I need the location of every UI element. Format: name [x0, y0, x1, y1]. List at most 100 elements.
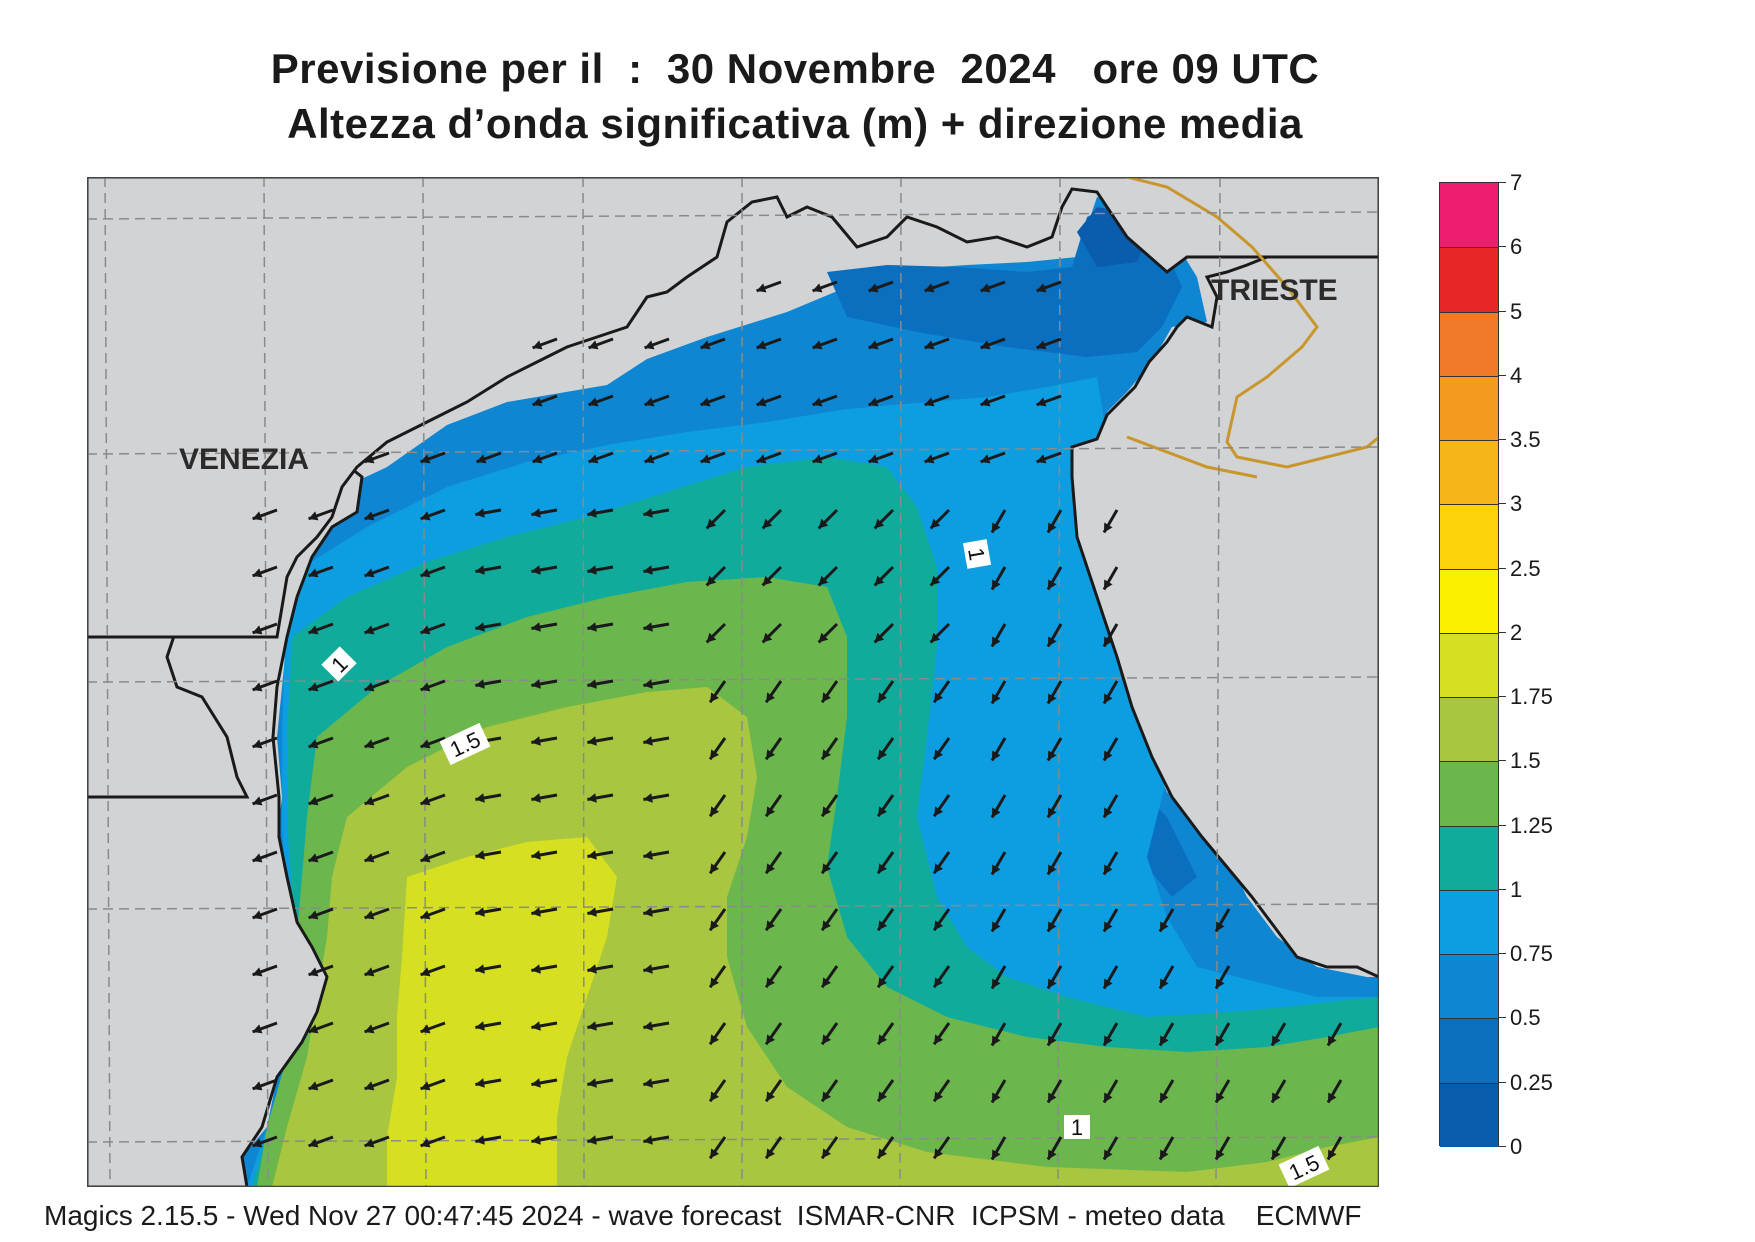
- wave-direction-arrowhead: [531, 622, 541, 632]
- wave-direction-arrowhead: [252, 853, 263, 863]
- wave-direction-arrowhead: [475, 565, 485, 575]
- wave-direction-arrowhead: [475, 1078, 485, 1088]
- wave-direction-arrowhead: [992, 636, 1001, 647]
- wave-direction-arrowhead: [587, 1135, 597, 1145]
- wave-direction-arrowhead: [878, 863, 888, 874]
- wave-direction-arrowhead: [934, 749, 944, 760]
- color-scale-tick: [1498, 503, 1506, 505]
- forecast-subtitle: Altezza d’onda significativa (m) + direz…: [287, 100, 1303, 147]
- svg-text:1: 1: [1071, 1115, 1083, 1140]
- wave-direction-arrowhead: [364, 511, 375, 521]
- wave-direction-arrowhead: [924, 397, 935, 407]
- wave-direction-arrowhead: [252, 511, 263, 521]
- color-scale-label: 0.25: [1510, 1069, 1553, 1095]
- wave-direction-arrowhead: [1216, 1149, 1225, 1160]
- wave-direction-arrowhead: [252, 568, 263, 578]
- color-scale-tick: [1498, 631, 1506, 633]
- wave-direction-arrowhead: [308, 796, 319, 806]
- wave-direction-arrowhead: [252, 1024, 263, 1034]
- wave-direction-arrowhead: [1104, 807, 1113, 818]
- wave-direction-arrowhead: [1048, 864, 1057, 875]
- wave-direction-arrowhead: [531, 1135, 541, 1145]
- wave-direction-arrowhead: [531, 850, 541, 860]
- color-scale-tick: [1498, 696, 1506, 698]
- wave-direction-arrowhead: [930, 632, 941, 643]
- wave-direction-arrowhead: [252, 967, 263, 977]
- wave-direction-arrowhead: [475, 964, 485, 974]
- wave-direction-arrowhead: [766, 692, 776, 703]
- forecast-title: Previsione per il : 30 Novembre 2024 ore…: [270, 45, 1320, 92]
- wave-direction-arrowhead: [587, 1078, 597, 1088]
- wave-direction-arrowhead: [643, 1021, 653, 1031]
- wave-direction-arrowhead: [710, 1148, 720, 1159]
- wave-direction-arrowhead: [700, 454, 711, 464]
- wave-direction-arrowhead: [587, 679, 597, 689]
- wave-direction-arrowhead: [812, 340, 823, 350]
- wave-direction-arrowhead: [531, 565, 541, 575]
- wave-direction-arrowhead: [420, 625, 431, 635]
- wave-direction-arrowhead: [643, 1135, 653, 1145]
- wave-direction-arrowhead: [531, 1078, 541, 1088]
- wave-direction-arrowhead: [476, 454, 487, 464]
- wave-direction-arrowhead: [1036, 454, 1047, 464]
- wave-direction-arrowhead: [308, 1024, 319, 1034]
- wave-direction-arrowhead: [308, 511, 319, 521]
- wave-direction-arrowhead: [766, 920, 776, 931]
- color-scale-segment: [1440, 761, 1498, 826]
- wave-direction-arrowhead: [1048, 1149, 1057, 1160]
- wave-direction-arrowhead: [992, 693, 1001, 704]
- wave-direction-arrowhead: [1272, 1035, 1281, 1046]
- wave-direction-arrowhead: [308, 1138, 319, 1148]
- wave-direction-arrowhead: [531, 736, 541, 746]
- wave-direction-arrowhead: [878, 692, 888, 703]
- wave-direction-arrowhead: [924, 283, 935, 293]
- color-scale-label: 2.5: [1510, 555, 1541, 581]
- wave-direction-arrowhead: [980, 454, 991, 464]
- wave-direction-arrowhead: [643, 1078, 653, 1088]
- wave-direction-arrowhead: [643, 850, 653, 860]
- wave-direction-arrowhead: [1104, 522, 1113, 533]
- wave-direction-arrowhead: [874, 518, 885, 529]
- wave-direction-arrowhead: [930, 518, 941, 529]
- wave-direction-arrowhead: [818, 518, 829, 529]
- wave-direction-arrowhead: [308, 910, 319, 920]
- wave-direction-arrowhead: [924, 454, 935, 464]
- wave-direction-arrowhead: [308, 625, 319, 635]
- wave-direction-arrowhead: [1216, 1092, 1225, 1103]
- wave-direction-arrowhead: [822, 692, 832, 703]
- wave-direction-arrowhead: [818, 632, 829, 643]
- wave-direction-arrowhead: [1272, 1092, 1281, 1103]
- map-frame: [87, 177, 1379, 1187]
- wave-direction-arrowhead: [710, 749, 720, 760]
- wave-direction-arrowhead: [475, 907, 485, 917]
- east-coast-land: [1070, 255, 1379, 979]
- wave-direction-arrowhead: [588, 397, 599, 407]
- wave-direction-arrowhead: [1104, 750, 1113, 761]
- wave-direction-arrowhead: [878, 806, 888, 817]
- wave-direction-arrowhead: [934, 863, 944, 874]
- wave-direction-arrowhead: [822, 1091, 832, 1102]
- wave-direction-arrowhead: [1160, 1035, 1169, 1046]
- wave-direction-arrowhead: [252, 1138, 263, 1148]
- wave-direction-arrowhead: [930, 575, 941, 586]
- color-scale-tick: [1498, 1081, 1506, 1083]
- color-scale-segment: [1440, 440, 1498, 505]
- wave-direction-arrowhead: [475, 1021, 485, 1031]
- wave-direction-arrowhead: [308, 682, 319, 692]
- wave-direction-arrowhead: [308, 1081, 319, 1091]
- color-scale-segment: [1440, 311, 1498, 376]
- wave-direction-arrowhead: [710, 1091, 720, 1102]
- wave-direction-arrowhead: [252, 739, 263, 749]
- color-scale-label: 1: [1510, 876, 1523, 902]
- wave-direction-arrowhead: [1160, 921, 1169, 932]
- wave-direction-arrowhead: [308, 739, 319, 749]
- color-scale-tick: [1498, 824, 1506, 826]
- wave-direction-arrowhead: [364, 910, 375, 920]
- color-scale-label: 6: [1510, 234, 1523, 260]
- wave-direction-arrowhead: [1104, 693, 1113, 704]
- wave-direction-arrowhead: [992, 1149, 1001, 1160]
- wave-direction-arrowhead: [643, 907, 653, 917]
- wave-direction-arrowhead: [643, 679, 653, 689]
- color-scale-tick: [1498, 888, 1506, 890]
- wave-direction-arrowhead: [1048, 1035, 1057, 1046]
